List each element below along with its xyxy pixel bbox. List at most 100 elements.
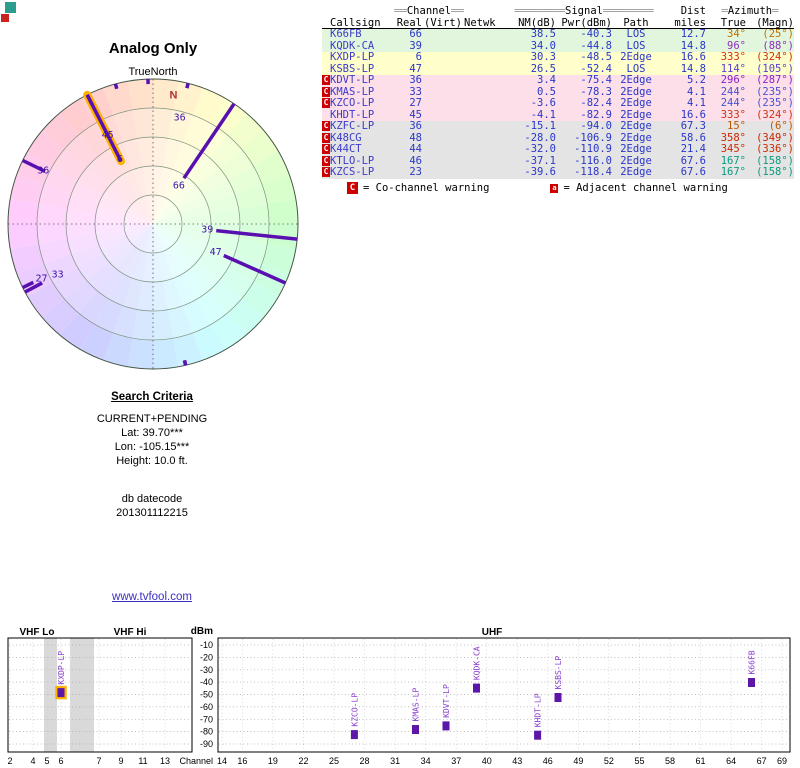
station-nm: 34.0 [530, 40, 556, 52]
station-virt [422, 121, 464, 133]
station-miles: 58.6 [680, 132, 706, 144]
table-group-header: ══Channel══ ════════Signal════════ Dist … [322, 5, 794, 17]
co-channel-marker: C [322, 121, 330, 131]
station-callsign[interactable]: KDVT-LP [330, 75, 375, 86]
station-true-azimuth: 244° [720, 98, 746, 109]
station-row: KQDK-CA 39 34.0 -44.8 LOS 14.8 96° (88°) [322, 40, 794, 53]
station-row: C KMAS-LP 33 0.5 -78.3 2Edge 4.1 244° (235°) [322, 86, 794, 99]
station-row: C K48CG 48 -28.0 -106.9 2Edge 58.6 358° (349°) [322, 132, 794, 144]
station-netwk [464, 75, 508, 87]
svg-text:36: 36 [37, 166, 49, 177]
station-miles: 14.8 [680, 40, 706, 52]
station-nm: 3.4 [537, 75, 556, 86]
station-nm: -3.6 [530, 98, 556, 109]
station-miles: 16.6 [680, 109, 706, 121]
station-true-azimuth: 244° [720, 86, 746, 98]
svg-text:64: 64 [726, 756, 736, 766]
station-magn-azimuth: (158°) [756, 155, 794, 167]
station-true-azimuth: 167° [720, 167, 746, 178]
station-real: 46 [409, 155, 422, 167]
station-true-azimuth: 333° [720, 109, 746, 121]
station-nm: -39.6 [524, 167, 556, 178]
warning-marker-cell [322, 41, 330, 53]
station-pwr: -106.9 [574, 132, 612, 144]
station-miles: 4.1 [687, 86, 706, 98]
group-dash: ═ [772, 5, 779, 17]
station-pwr: -78.3 [580, 86, 612, 98]
station-pwr: -52.4 [580, 63, 612, 75]
svg-text:37: 37 [451, 756, 461, 766]
station-path: LOS [626, 63, 646, 75]
station-row: KSBS-LP 47 26.5 -52.4 LOS 14.8 114° (105°) [322, 63, 794, 76]
warning-marker-cell: C [322, 155, 330, 168]
station-real: 23 [409, 167, 422, 178]
warning-legend: C = Co-channel warning a = Adjacent chan… [347, 182, 728, 194]
station-pwr: -40.3 [580, 29, 612, 40]
col-real: Real [396, 17, 422, 28]
svg-text:KQDK-CA: KQDK-CA [473, 646, 482, 680]
station-magn-azimuth: (324°) [756, 52, 794, 63]
station-true-azimuth: 114° [720, 63, 746, 75]
tvfool-link[interactable]: www.tvfool.com [112, 591, 192, 603]
station-callsign[interactable]: KTLO-LP [330, 155, 375, 167]
station-pwr: -44.8 [580, 40, 612, 52]
station-real: 44 [409, 144, 422, 155]
col-virt: (Virt) [424, 17, 462, 28]
warning-marker-cell: C [322, 86, 330, 99]
search-criteria-title: Search Criteria [111, 391, 193, 403]
station-real: 36 [409, 121, 422, 132]
col-nm: NM(dB) [518, 17, 556, 28]
station-callsign[interactable]: KXDP-LP [330, 52, 375, 63]
station-path: LOS [626, 40, 646, 52]
svg-text:KXDP-LP: KXDP-LP [57, 651, 66, 685]
station-magn-azimuth: (324°) [756, 109, 794, 121]
spectrum-chart-svg: -10 -20 -30 -40 -50 -60 -70 -80 -90 dBm VHF Lo VHF … [7, 626, 791, 766]
station-virt [422, 110, 464, 122]
station-real: 33 [409, 86, 422, 98]
station-callsign[interactable]: KZCS-LP [330, 167, 375, 178]
svg-text:31: 31 [390, 756, 400, 766]
svg-text:-70: -70 [200, 714, 213, 724]
station-row: C KTLO-LP 46 -37.1 -116.0 2Edge 67.6 167° (158°) [322, 155, 794, 168]
station-callsign[interactable]: KQDK-CA [330, 40, 375, 52]
station-callsign[interactable]: KZCO-LP [330, 98, 375, 109]
station-miles: 4.1 [687, 98, 706, 109]
station-real: 27 [409, 98, 422, 109]
svg-text:27: 27 [35, 273, 47, 284]
station-callsign[interactable]: KSBS-LP [330, 63, 375, 75]
station-virt [422, 144, 464, 156]
svg-text:47: 47 [210, 247, 222, 258]
station-callsign[interactable]: K66FB [330, 29, 362, 40]
svg-text:49: 49 [573, 756, 583, 766]
svg-text:28: 28 [359, 756, 369, 766]
db-datecode: db datecode 201301112215 [40, 492, 264, 520]
svg-text:-10: -10 [200, 640, 213, 650]
svg-text:-80: -80 [200, 727, 213, 737]
station-miles: 14.8 [680, 63, 706, 75]
table-column-header: Callsign Real (Virt) Netwk NM(dB) Pwr(dB… [322, 17, 794, 29]
station-callsign[interactable]: KMAS-LP [330, 86, 375, 98]
col-callsign: Callsign [330, 17, 381, 28]
svg-text:dBm: dBm [191, 626, 213, 637]
station-path: 2Edge [620, 167, 652, 178]
station-callsign[interactable]: KZFC-LP [330, 121, 375, 132]
station-virt [422, 52, 464, 64]
group-dash: ════════ [602, 5, 654, 17]
station-row: C K44CT 44 -32.0 -110.9 2Edge 21.4 345° (336°) [322, 144, 794, 156]
svg-text:KDVT-LP: KDVT-LP [442, 684, 451, 718]
station-virt [422, 156, 464, 168]
warning-marker-cell [322, 64, 330, 76]
group-signal: Signal [565, 5, 603, 17]
svg-text:7: 7 [96, 756, 101, 766]
station-virt [422, 41, 464, 53]
station-callsign[interactable]: K48CG [330, 132, 362, 144]
station-pwr: -116.0 [574, 155, 612, 167]
station-real: 48 [409, 132, 422, 144]
station-callsign[interactable]: KHDT-LP [330, 109, 375, 121]
station-row: C KZCO-LP 27 -3.6 -82.4 2Edge 4.1 244° (235°) [322, 98, 794, 110]
group-channel: Channel [406, 5, 452, 17]
station-real: 66 [409, 29, 422, 40]
warning-marker-cell [322, 29, 330, 41]
svg-text:N: N [170, 90, 178, 102]
station-callsign[interactable]: K44CT [330, 144, 362, 155]
